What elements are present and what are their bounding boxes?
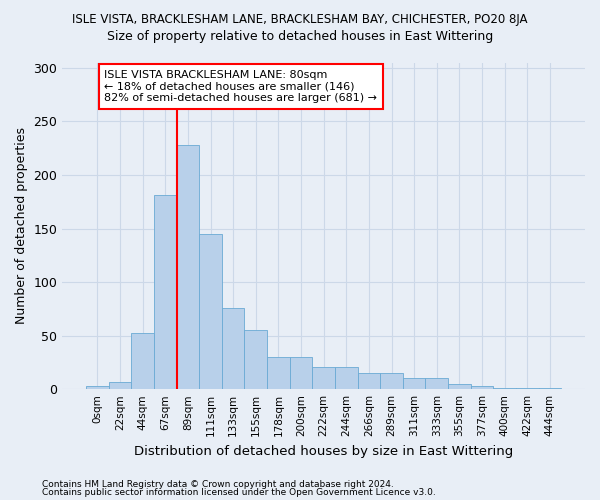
Text: Contains HM Land Registry data © Crown copyright and database right 2024.: Contains HM Land Registry data © Crown c…: [42, 480, 394, 489]
Bar: [539, 388, 561, 389]
Text: ISLE VISTA BRACKLESHAM LANE: 80sqm
← 18% of detached houses are smaller (146)
82: ISLE VISTA BRACKLESHAM LANE: 80sqm ← 18%…: [104, 70, 377, 103]
Bar: [267, 357, 290, 389]
Bar: [131, 334, 154, 389]
Bar: [222, 308, 244, 389]
Bar: [403, 378, 425, 389]
Bar: [313, 366, 335, 389]
Text: Size of property relative to detached houses in East Wittering: Size of property relative to detached ho…: [107, 30, 493, 43]
Bar: [358, 373, 380, 389]
Bar: [244, 330, 267, 389]
Bar: [516, 388, 539, 389]
Bar: [176, 145, 199, 389]
Bar: [154, 196, 176, 389]
Bar: [380, 373, 403, 389]
Bar: [199, 234, 222, 389]
Bar: [493, 388, 516, 389]
Bar: [471, 386, 493, 389]
Y-axis label: Number of detached properties: Number of detached properties: [15, 128, 28, 324]
Bar: [425, 378, 448, 389]
X-axis label: Distribution of detached houses by size in East Wittering: Distribution of detached houses by size …: [134, 444, 513, 458]
Bar: [448, 384, 471, 389]
Bar: [335, 366, 358, 389]
Bar: [86, 386, 109, 389]
Bar: [109, 382, 131, 389]
Bar: [290, 357, 313, 389]
Text: ISLE VISTA, BRACKLESHAM LANE, BRACKLESHAM BAY, CHICHESTER, PO20 8JA: ISLE VISTA, BRACKLESHAM LANE, BRACKLESHA…: [72, 12, 528, 26]
Text: Contains public sector information licensed under the Open Government Licence v3: Contains public sector information licen…: [42, 488, 436, 497]
